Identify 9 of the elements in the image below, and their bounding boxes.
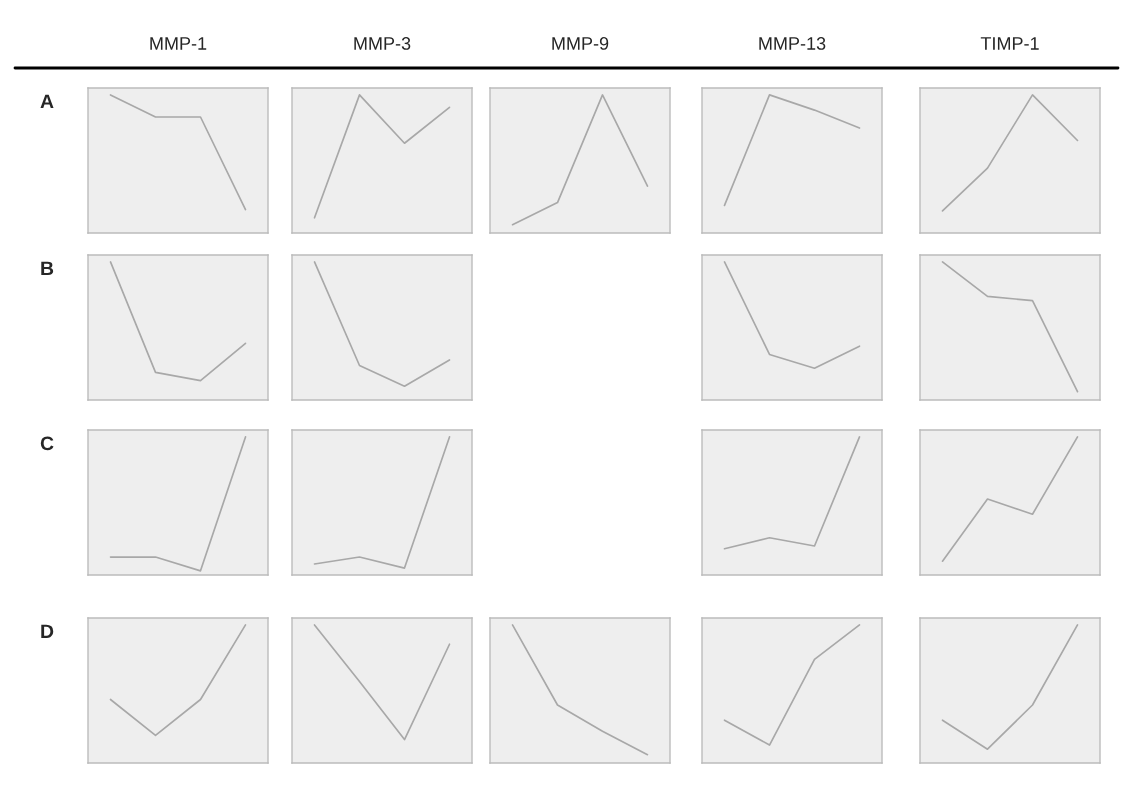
chart-title: MMP-3 (354, 37, 411, 50)
chart-title: MMP-13 (759, 37, 826, 50)
text: B (41, 261, 54, 276)
chart-title: TIMP-1 (980, 37, 1039, 50)
chart-title: MMP-1 (150, 37, 207, 50)
text: A (40, 94, 54, 109)
text: D (41, 624, 54, 639)
chart-title: MMP-9 (552, 37, 609, 50)
text: C (40, 436, 54, 451)
